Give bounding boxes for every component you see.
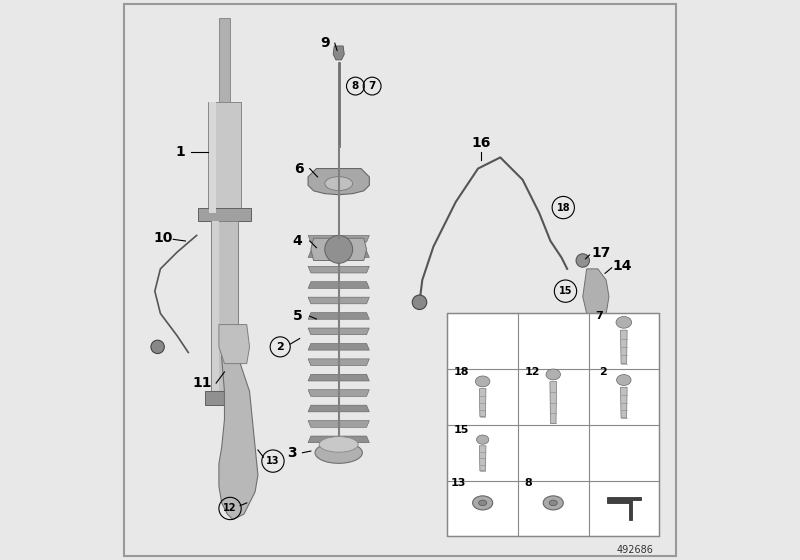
Text: 18: 18 <box>454 367 470 377</box>
Polygon shape <box>308 251 370 258</box>
Text: 9: 9 <box>321 36 330 50</box>
Polygon shape <box>607 497 641 520</box>
Ellipse shape <box>543 496 563 510</box>
Text: 7: 7 <box>595 311 603 321</box>
Text: 4: 4 <box>293 234 302 248</box>
Text: 16: 16 <box>471 137 490 151</box>
Text: 17: 17 <box>591 246 610 260</box>
Ellipse shape <box>319 437 358 452</box>
Text: 2: 2 <box>276 342 284 352</box>
Text: 10: 10 <box>154 231 173 245</box>
Text: 492686: 492686 <box>617 545 654 555</box>
Polygon shape <box>219 347 258 520</box>
Text: 13: 13 <box>266 456 280 466</box>
Circle shape <box>325 235 353 263</box>
Text: 7: 7 <box>369 81 376 91</box>
Circle shape <box>151 340 164 353</box>
Text: 18: 18 <box>557 203 570 213</box>
Text: 6: 6 <box>294 161 304 175</box>
Polygon shape <box>479 446 486 471</box>
Ellipse shape <box>546 369 561 380</box>
Polygon shape <box>219 18 230 102</box>
Text: 15: 15 <box>454 425 469 435</box>
Polygon shape <box>198 208 250 222</box>
Ellipse shape <box>315 442 362 463</box>
Text: 8: 8 <box>352 81 359 91</box>
Polygon shape <box>582 269 609 319</box>
Ellipse shape <box>478 500 486 506</box>
Polygon shape <box>308 312 370 319</box>
Polygon shape <box>205 391 244 405</box>
Polygon shape <box>308 235 370 242</box>
Polygon shape <box>479 389 486 417</box>
Text: 5: 5 <box>293 309 302 323</box>
Text: 15: 15 <box>558 286 572 296</box>
Text: 2: 2 <box>598 367 606 377</box>
Polygon shape <box>210 102 216 213</box>
Text: 11: 11 <box>192 376 212 390</box>
Polygon shape <box>308 267 370 273</box>
Polygon shape <box>219 325 250 363</box>
Ellipse shape <box>477 435 489 444</box>
Polygon shape <box>621 388 627 418</box>
Polygon shape <box>308 405 370 412</box>
Text: 12: 12 <box>223 503 237 514</box>
Polygon shape <box>308 282 370 288</box>
Polygon shape <box>308 343 370 350</box>
Polygon shape <box>308 421 370 427</box>
Polygon shape <box>550 382 557 423</box>
Polygon shape <box>308 374 370 381</box>
Polygon shape <box>308 328 370 335</box>
FancyBboxPatch shape <box>447 314 659 536</box>
Ellipse shape <box>616 316 632 328</box>
Polygon shape <box>621 330 627 363</box>
Text: 12: 12 <box>524 367 540 377</box>
Polygon shape <box>210 222 238 391</box>
Circle shape <box>412 295 426 310</box>
Ellipse shape <box>475 376 490 387</box>
Polygon shape <box>311 238 366 260</box>
Polygon shape <box>308 169 370 195</box>
Ellipse shape <box>473 496 493 510</box>
Polygon shape <box>308 297 370 304</box>
Text: 14: 14 <box>613 259 632 273</box>
Polygon shape <box>212 222 219 391</box>
Ellipse shape <box>617 375 631 385</box>
Text: 1: 1 <box>175 145 185 159</box>
Text: 3: 3 <box>287 446 297 460</box>
Polygon shape <box>308 359 370 366</box>
Text: 8: 8 <box>525 478 533 488</box>
Ellipse shape <box>550 500 558 506</box>
Ellipse shape <box>325 176 353 190</box>
Polygon shape <box>208 102 241 213</box>
Polygon shape <box>308 436 370 443</box>
Polygon shape <box>308 390 370 396</box>
Polygon shape <box>333 46 344 60</box>
Text: 13: 13 <box>450 478 466 488</box>
Circle shape <box>576 254 590 267</box>
